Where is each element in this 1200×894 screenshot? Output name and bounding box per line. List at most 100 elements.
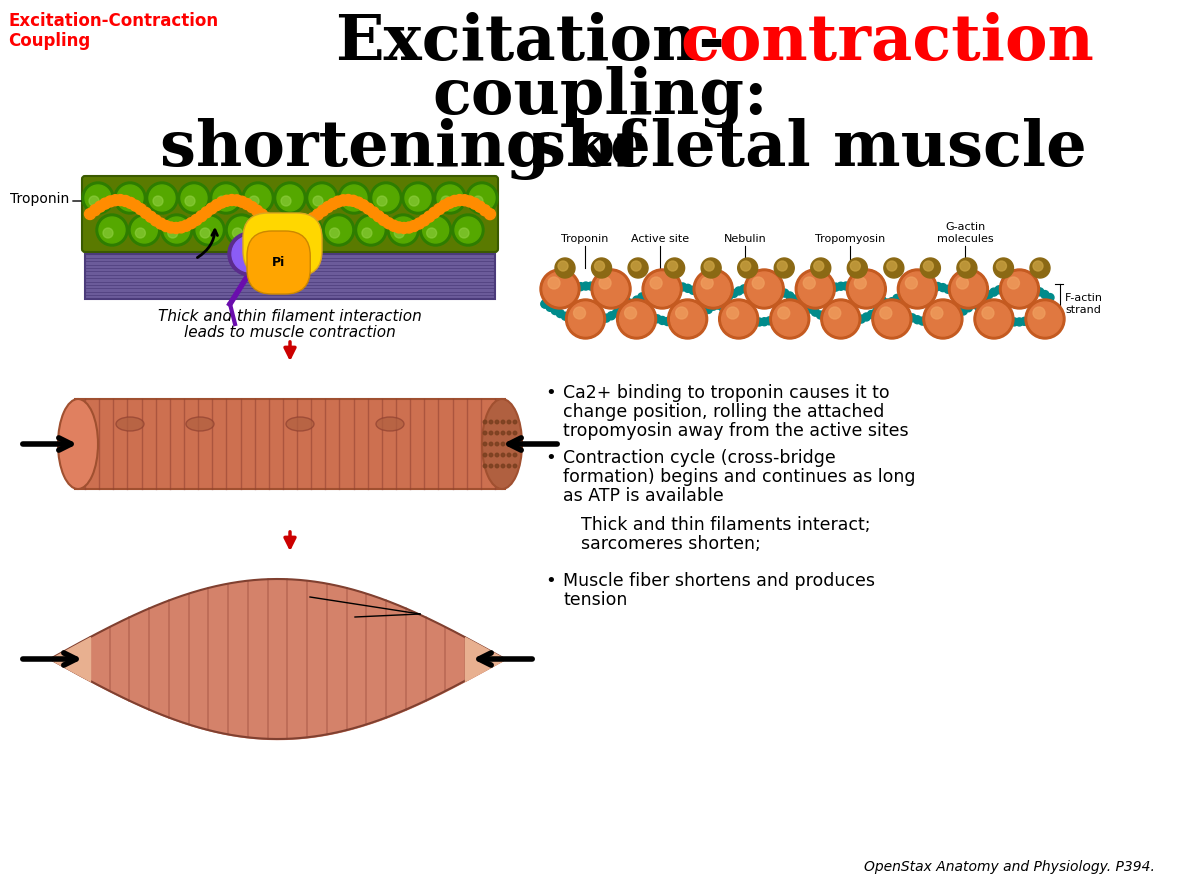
Circle shape xyxy=(136,204,146,215)
Circle shape xyxy=(667,299,708,339)
Circle shape xyxy=(679,283,686,291)
Circle shape xyxy=(918,317,926,325)
Circle shape xyxy=(816,289,824,297)
Circle shape xyxy=(82,182,114,214)
Circle shape xyxy=(904,289,911,297)
Circle shape xyxy=(358,217,384,243)
Circle shape xyxy=(490,464,493,468)
Circle shape xyxy=(168,228,178,238)
Circle shape xyxy=(449,196,460,207)
Circle shape xyxy=(458,228,469,238)
Circle shape xyxy=(181,220,192,232)
Circle shape xyxy=(175,222,187,232)
Circle shape xyxy=(938,316,947,325)
Circle shape xyxy=(551,293,559,301)
Circle shape xyxy=(302,216,313,227)
Circle shape xyxy=(908,286,917,294)
Circle shape xyxy=(178,182,210,214)
Circle shape xyxy=(802,302,809,309)
Text: tension: tension xyxy=(563,591,628,609)
Circle shape xyxy=(514,420,517,424)
Text: F-actin
strand: F-actin strand xyxy=(1066,293,1103,315)
Circle shape xyxy=(632,304,641,312)
Circle shape xyxy=(648,313,656,321)
Text: Ca2+ binding to troponin causes it to: Ca2+ binding to troponin causes it to xyxy=(563,384,889,402)
Circle shape xyxy=(959,307,967,315)
Circle shape xyxy=(496,431,499,434)
Circle shape xyxy=(562,288,570,296)
Circle shape xyxy=(720,296,727,304)
Circle shape xyxy=(1020,317,1028,325)
Circle shape xyxy=(781,289,788,297)
Text: sarcomeres shorten;: sarcomeres shorten; xyxy=(581,535,761,553)
Circle shape xyxy=(287,223,298,233)
Circle shape xyxy=(863,287,870,295)
Text: •: • xyxy=(545,572,556,590)
Circle shape xyxy=(490,420,493,424)
Circle shape xyxy=(490,443,493,446)
Circle shape xyxy=(628,299,636,308)
Circle shape xyxy=(965,296,972,304)
Circle shape xyxy=(181,185,208,211)
Circle shape xyxy=(1020,283,1028,291)
Circle shape xyxy=(282,223,293,233)
FancyBboxPatch shape xyxy=(74,399,505,489)
Circle shape xyxy=(701,258,721,278)
Circle shape xyxy=(1040,309,1049,317)
Circle shape xyxy=(293,217,319,243)
Text: ADP: ADP xyxy=(268,238,298,251)
Circle shape xyxy=(484,431,487,434)
Circle shape xyxy=(740,285,748,293)
Circle shape xyxy=(632,296,641,304)
Circle shape xyxy=(954,310,962,318)
Circle shape xyxy=(836,317,845,325)
Circle shape xyxy=(929,318,937,326)
Circle shape xyxy=(985,291,992,299)
Circle shape xyxy=(628,258,648,278)
Circle shape xyxy=(1000,284,1008,292)
Circle shape xyxy=(854,277,866,289)
Circle shape xyxy=(341,185,367,211)
Circle shape xyxy=(949,288,958,295)
Circle shape xyxy=(161,221,172,232)
Circle shape xyxy=(104,196,115,207)
Circle shape xyxy=(995,314,1003,322)
Circle shape xyxy=(755,282,763,290)
Circle shape xyxy=(709,298,718,306)
Circle shape xyxy=(863,313,870,321)
Circle shape xyxy=(628,300,636,308)
Circle shape xyxy=(904,311,911,319)
Circle shape xyxy=(623,297,631,305)
Circle shape xyxy=(701,277,713,289)
Circle shape xyxy=(406,185,431,211)
Circle shape xyxy=(422,217,449,243)
Circle shape xyxy=(938,283,947,291)
Circle shape xyxy=(802,299,809,307)
Circle shape xyxy=(948,269,989,309)
Circle shape xyxy=(798,272,833,306)
Circle shape xyxy=(587,318,595,326)
Circle shape xyxy=(965,304,972,312)
Circle shape xyxy=(725,308,733,316)
Circle shape xyxy=(648,287,656,295)
Circle shape xyxy=(750,283,758,291)
Circle shape xyxy=(118,185,143,211)
Circle shape xyxy=(700,291,707,299)
Circle shape xyxy=(540,269,580,309)
Circle shape xyxy=(974,299,1014,339)
Circle shape xyxy=(770,284,779,292)
Circle shape xyxy=(696,272,730,306)
Circle shape xyxy=(437,185,463,211)
Circle shape xyxy=(193,214,226,246)
Circle shape xyxy=(1010,318,1019,326)
Circle shape xyxy=(469,198,480,209)
Circle shape xyxy=(667,261,678,271)
Circle shape xyxy=(730,310,738,318)
Circle shape xyxy=(643,310,652,318)
Circle shape xyxy=(646,272,679,306)
Circle shape xyxy=(883,299,890,307)
Circle shape xyxy=(709,302,718,310)
Circle shape xyxy=(847,283,856,291)
Circle shape xyxy=(1015,283,1024,290)
Circle shape xyxy=(872,292,881,300)
